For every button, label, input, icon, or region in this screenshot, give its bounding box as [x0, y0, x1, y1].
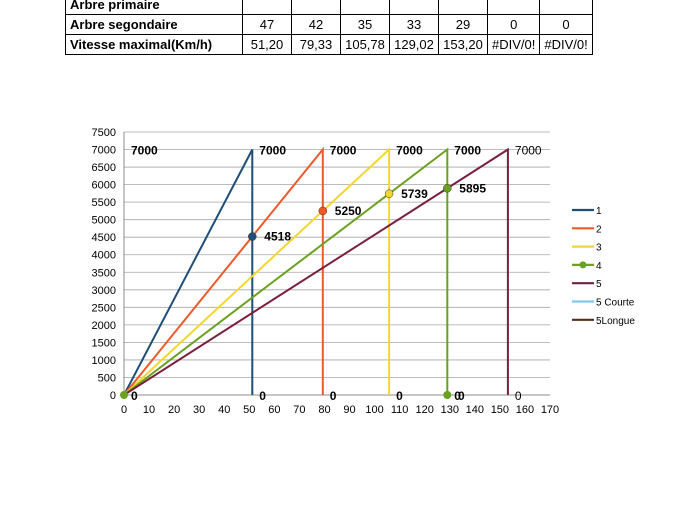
legend-label: 1 [596, 206, 602, 217]
x-tick-label: 0 [121, 404, 127, 416]
x-tick-label: 40 [218, 404, 230, 416]
y-tick-label: 7000 [92, 145, 116, 157]
series-line-4 [123, 147, 449, 396]
x-tick-label: 150 [491, 404, 509, 416]
gridlines [124, 131, 550, 396]
data-table: Arbre primaire Arbre segondaire 47 42 35… [65, 0, 593, 55]
y-tick-label: 4500 [92, 232, 116, 244]
table-row: Arbre primaire [65, 0, 593, 15]
y-tick-label: 3000 [92, 285, 116, 297]
x-tick-label: 50 [243, 404, 255, 416]
y-tick-label: 6500 [92, 162, 116, 174]
x-tick-label: 10 [143, 404, 155, 416]
series-line-5 [123, 147, 509, 396]
data-label: 0 [396, 389, 403, 403]
y-tick-label: 2500 [92, 302, 116, 314]
legend-marker [579, 261, 587, 269]
legend-label: 5 Courte [596, 298, 635, 309]
y-tick-label: 4000 [92, 250, 116, 262]
shift-point-label: 4518 [264, 230, 291, 244]
data-label: 7000 [515, 144, 542, 158]
table-row: Arbre segondaire 47 42 35 33 29 0 0 [65, 14, 593, 35]
data-label: 7000 [396, 144, 423, 158]
y-tick-label: 2000 [92, 320, 116, 332]
table-cell[interactable]: 51,20 [242, 34, 292, 55]
table-cell[interactable]: #DIV/0! [539, 34, 593, 55]
shift-point-marker [248, 232, 257, 241]
data-label: 0 [454, 389, 461, 403]
point-markers [120, 184, 452, 399]
table-cell[interactable]: 153,20 [438, 34, 488, 55]
y-tick-label: 5000 [92, 215, 116, 227]
shift-point-marker [443, 184, 452, 193]
data-label: 7000 [454, 144, 481, 158]
y-axis-ticks: 0 500 1000 1500 2000 2500 3000 3500 4000 4500 5000… [92, 127, 116, 402]
x-axis-ticks: 0 10 20 30 40 50 60 70 80 90 100 110 120 130 140 150 160… [121, 404, 559, 416]
data-label: 7000 [259, 144, 286, 158]
data-label: 0 [458, 389, 465, 403]
legend-label: 3 [596, 243, 602, 254]
table-cell[interactable]: 129,02 [389, 34, 439, 55]
data-labels: 4518 5250 5739 5895 7000 7000 7000 7000 7000 7000… [131, 144, 542, 403]
data-label: 7000 [131, 144, 158, 158]
table-cell[interactable]: #DIV/0! [486, 34, 541, 55]
point-marker [120, 391, 128, 399]
x-tick-label: 140 [466, 404, 484, 416]
y-tick-label: 5500 [92, 197, 116, 209]
x-tick-label: 80 [318, 404, 330, 416]
x-tick-label: 130 [441, 404, 459, 416]
data-label: 0 [259, 389, 266, 403]
x-tick-label: 20 [168, 404, 180, 416]
y-tick-label: 500 [98, 372, 116, 384]
y-tick-label: 7500 [92, 127, 116, 139]
x-tick-label: 70 [293, 404, 305, 416]
legend-label: 5 [596, 279, 602, 290]
x-tick-label: 170 [541, 404, 559, 416]
legend-label: 2 [596, 224, 602, 235]
data-label: 7000 [330, 144, 357, 158]
table-cell[interactable]: 79,33 [291, 34, 341, 55]
table-cell[interactable]: 105,78 [340, 34, 390, 55]
x-tick-label: 110 [391, 404, 409, 416]
shift-point-label: 5739 [401, 187, 428, 201]
x-tick-label: 30 [193, 404, 205, 416]
x-tick-label: 160 [516, 404, 534, 416]
data-label: 0 [131, 389, 138, 403]
shift-point-label: 5895 [459, 181, 486, 195]
y-tick-label: 0 [110, 390, 116, 402]
shift-point-label: 5250 [335, 204, 362, 218]
shift-point-marker [384, 189, 394, 199]
x-tick-label: 120 [416, 404, 434, 416]
series-lines [123, 146, 509, 396]
row-label[interactable]: Arbre segondaire [65, 14, 243, 35]
y-tick-label: 6000 [92, 180, 116, 192]
legend-label: 5Longue [596, 316, 635, 327]
legend-label: 4 [596, 261, 602, 272]
y-tick-label: 1000 [92, 355, 116, 367]
data-label: 0 [330, 389, 337, 403]
table-row: Vitesse maximal(Km/h) 51,20 79,33 105,78… [65, 34, 593, 55]
y-tick-label: 3500 [92, 267, 116, 279]
y-tick-label: 1500 [92, 337, 116, 349]
x-tick-label: 100 [365, 404, 383, 416]
axes [123, 132, 550, 396]
x-tick-label: 90 [343, 404, 355, 416]
x-tick-label: 60 [268, 404, 280, 416]
legend: 1 2 3 4 5 5 Courte 5Longue [572, 206, 635, 327]
shift-point-marker [318, 206, 328, 216]
data-label: 0 [515, 389, 522, 403]
point-marker [443, 391, 452, 399]
series-line-3 [123, 147, 391, 396]
series-line-2 [123, 146, 324, 396]
table-cell[interactable]: 42 [291, 14, 341, 35]
row-label[interactable]: Vitesse maximal(Km/h) [65, 34, 243, 55]
